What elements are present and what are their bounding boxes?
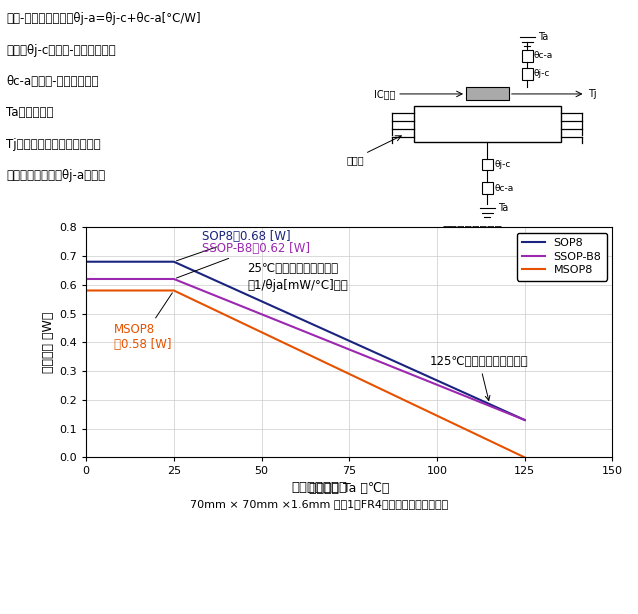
MSOP8 <box>521 454 529 461</box>
Text: Ta: Ta <box>498 203 508 213</box>
Text: θc-a: θc-a <box>494 184 514 193</box>
Text: 引线框: 引线框 <box>347 155 364 165</box>
SSOP-B8 <box>82 275 90 282</box>
Line: SSOP-B8: SSOP-B8 <box>86 279 525 420</box>
Bar <box>466 87 509 101</box>
SOP8 <box>82 258 90 265</box>
Legend: SOP8, SSOP-B8, MSOP8: SOP8, SSOP-B8, MSOP8 <box>517 233 607 281</box>
SSOP-B8 <box>170 275 177 282</box>
MSOP8 <box>82 287 90 294</box>
Text: θj-c: θj-c <box>494 160 510 169</box>
Bar <box>414 106 561 142</box>
Text: MSOP8
：0.58 [W]: MSOP8 ：0.58 [W] <box>114 293 172 351</box>
Text: 接合-外部间热电阻：θj-a=θj-c+θc-a[°C/W]: 接合-外部间热电阻：θj-a=θj-c+θc-a[°C/W] <box>6 12 201 25</box>
Bar <box>522 68 533 80</box>
Text: 【封装的热电阻】: 【封装的热电阻】 <box>442 225 502 238</box>
Y-axis label: 容许捯耗 ［W］: 容许捯耗 ［W］ <box>42 312 55 373</box>
Text: 以1/θja[mW/°C]减少: 以1/θja[mW/°C]减少 <box>248 279 348 292</box>
Text: Ta：环境温度: Ta：环境温度 <box>6 106 54 120</box>
Text: θj-c: θj-c <box>534 69 551 79</box>
Bar <box>482 159 493 171</box>
Text: θc-a: θc-a <box>534 52 553 60</box>
Text: 【减热曲线例】: 【减热曲线例】 <box>291 481 347 494</box>
SOP8 <box>170 258 177 265</box>
Text: 70mm × 70mm ×1.6mm 贴装1层FR4玻璃环氧树脂电路板时: 70mm × 70mm ×1.6mm 贴装1层FR4玻璃环氧树脂电路板时 <box>190 499 448 508</box>
X-axis label: 环境温度 Ta ［℃］: 环境温度 Ta ［℃］ <box>309 482 389 495</box>
Text: IC芯片: IC芯片 <box>374 89 396 99</box>
Bar <box>482 182 493 194</box>
Text: SSOP-B8：0.62 [W]: SSOP-B8：0.62 [W] <box>177 242 310 278</box>
Text: 此处，θj-c：接合-外壳间热电阻: 此处，θj-c：接合-外壳间热电阻 <box>6 44 116 56</box>
Text: θc-a：外壳-外部间热电阻: θc-a：外壳-外部间热电阻 <box>6 75 99 88</box>
Bar <box>522 50 533 61</box>
Text: 降额曲线的斜率为θj-a的倒数: 降额曲线的斜率为θj-a的倒数 <box>6 169 105 182</box>
Text: Tj：接合部温度（接合温度）: Tj：接合部温度（接合温度） <box>6 138 101 151</box>
Line: SOP8: SOP8 <box>86 262 525 420</box>
Text: Tj: Tj <box>588 89 597 99</box>
Text: 25℃环境下可消耗的功率: 25℃环境下可消耗的功率 <box>248 262 339 275</box>
Text: SOP8：0.68 [W]: SOP8：0.68 [W] <box>177 230 290 261</box>
SOP8 <box>521 416 529 424</box>
Line: MSOP8: MSOP8 <box>86 290 525 457</box>
SSOP-B8 <box>521 416 529 424</box>
Text: 125℃环境下可消耗的功率: 125℃环境下可消耗的功率 <box>430 356 529 400</box>
Text: Ta: Ta <box>538 32 548 42</box>
MSOP8 <box>170 287 177 294</box>
